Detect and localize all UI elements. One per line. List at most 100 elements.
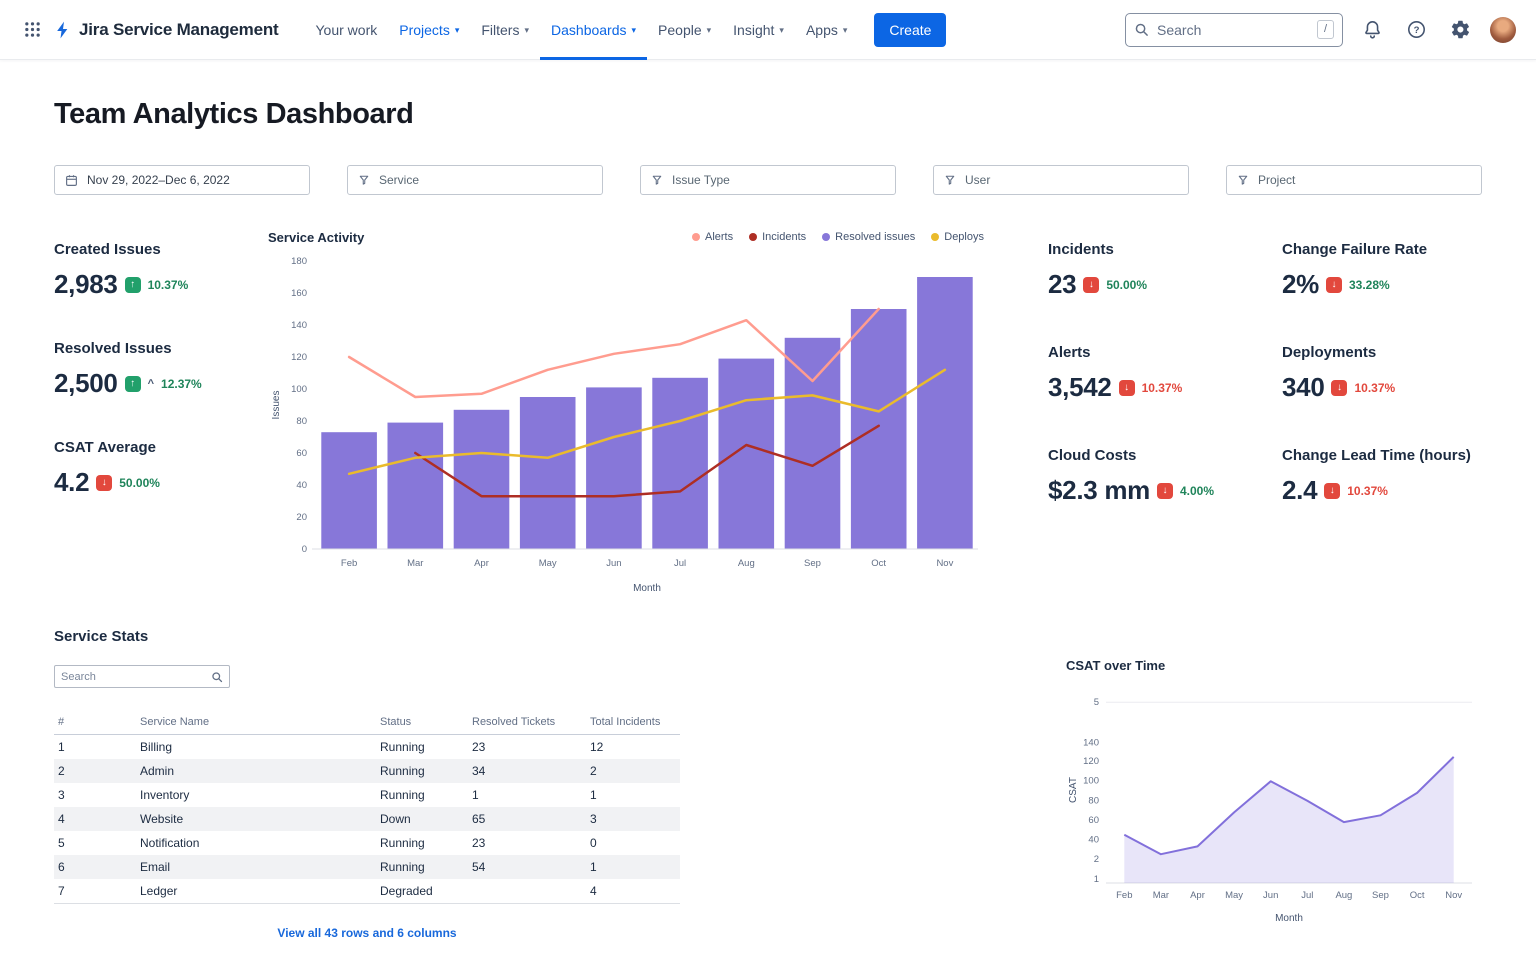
view-all-link[interactable]: View all 43 rows and 6 columns	[277, 926, 457, 940]
kpi-label: Resolved Issues	[54, 340, 172, 357]
row-number: 5	[58, 836, 65, 850]
kpi-label: Incidents	[1048, 241, 1114, 258]
primary-nav: Your work Projects ▾ Filters ▾ Dashboards ▾ Peo…	[305, 0, 859, 60]
row-number: 3	[58, 788, 65, 802]
svg-text:80: 80	[1088, 795, 1099, 806]
bell-icon	[1365, 21, 1380, 39]
kpi-label: Cloud Costs	[1048, 447, 1137, 464]
kpi-value-row: 340 ↓ 10.37%	[1282, 372, 1482, 403]
filter-project[interactable]: Project	[1226, 165, 1482, 195]
table-row: 3 Inventory Running 1 1	[54, 783, 680, 807]
kpi-label: CSAT Average	[54, 439, 156, 456]
svg-text:Nov: Nov	[936, 558, 953, 569]
kpi-value: 2,983	[54, 269, 118, 299]
filter-label: Service	[379, 173, 420, 187]
user-avatar[interactable]	[1490, 16, 1516, 43]
settings-button[interactable]	[1446, 15, 1475, 44]
service-status: Running	[380, 788, 425, 802]
nav-item-filters[interactable]: Filters ▾	[470, 0, 540, 60]
service-activity-header: Service Activity Alerts Incidents Resolved…	[268, 225, 984, 249]
app-switcher-button[interactable]	[20, 17, 45, 42]
filter-nov-29-2022-dec-6-2022[interactable]: Nov 29, 2022–Dec 6, 2022	[54, 165, 310, 195]
resolved-tickets: 1	[472, 788, 479, 802]
svg-text:May: May	[1225, 890, 1243, 901]
row-number: 7	[54, 879, 136, 904]
nav-item-your-work[interactable]: Your work	[305, 0, 389, 60]
kpi-label: Alerts	[1048, 344, 1091, 361]
filter-label: User	[965, 173, 991, 187]
trend-down-badge: ↓	[1324, 482, 1341, 499]
legend-dot	[931, 233, 940, 241]
filter-issue-type[interactable]: Issue Type	[640, 165, 896, 195]
kpi-value: 2.4	[1282, 475, 1318, 505]
svg-text:140: 140	[1083, 737, 1099, 748]
nav-item-projects[interactable]: Projects ▾	[388, 0, 470, 60]
app-switcher-grid-icon	[25, 22, 40, 37]
nav-item-label: Your work	[315, 21, 378, 38]
service-name: Notification	[140, 836, 200, 850]
svg-text:Sep: Sep	[1372, 890, 1389, 901]
nav-item-apps[interactable]: Apps ▾	[795, 0, 858, 60]
kpi-value-row: 23 ↓ 50.00%	[1048, 269, 1282, 300]
svg-text:Nov: Nov	[1445, 890, 1462, 901]
filter-label: Nov 29, 2022–Dec 6, 2022	[87, 173, 230, 187]
search-icon	[1135, 23, 1148, 36]
trend-down-badge: ↓	[1325, 276, 1342, 293]
service-status: Running	[380, 764, 425, 778]
legend-item-alerts: Alerts	[692, 231, 733, 243]
svg-text:Aug: Aug	[738, 558, 755, 569]
nav-item-insight[interactable]: Insight ▾	[722, 0, 795, 60]
notifications-button[interactable]	[1358, 15, 1387, 44]
column-header-status: Status	[376, 710, 468, 735]
nav-item-dashboards[interactable]: Dashboards ▾	[540, 0, 648, 60]
table-search-input[interactable]	[61, 670, 205, 683]
help-icon: ?	[1408, 21, 1425, 38]
service-status: Running	[380, 860, 425, 874]
filter-label: Project	[1258, 173, 1296, 187]
chevron-down-icon: ▾	[779, 24, 784, 35]
caret-up-icon: ^	[147, 377, 155, 390]
filter-service[interactable]: Service	[347, 165, 603, 195]
resolved-tickets	[468, 879, 586, 904]
kpi-delta: 10.37%	[1347, 483, 1388, 498]
filter-label: Issue Type	[672, 173, 730, 187]
filter-icon	[1238, 175, 1248, 185]
trend-down-badge: ↓	[1156, 482, 1173, 499]
search-input[interactable]	[1157, 21, 1309, 38]
dashboard-main: Team Analytics Dashboard Nov 29, 2022–De…	[0, 98, 1536, 940]
kpi-deployments: Deployments 340 ↓ 10.37%	[1282, 344, 1482, 407]
create-button[interactable]: Create	[874, 12, 947, 47]
svg-text:Jul: Jul	[674, 558, 686, 569]
help-button[interactable]: ?	[1402, 15, 1431, 44]
kpi-delta: 50.00%	[1106, 277, 1148, 292]
kpi-grid-right: Incidents 23 ↓ 50.00% Change Failure Rate 2% ↓…	[1048, 225, 1482, 608]
total-incidents: 0	[590, 836, 597, 850]
service-name: Email	[140, 860, 171, 874]
kpi-delta: 33.28%	[1348, 277, 1390, 292]
filter-user[interactable]: User	[933, 165, 1189, 195]
svg-text:Jun: Jun	[606, 558, 621, 569]
service-status: Running	[380, 836, 425, 850]
svg-text:0: 0	[302, 544, 307, 555]
dashboard-top-section: Created Issues 2,983 ↑ 10.37% Resolved Issue…	[54, 225, 1482, 608]
global-search-box: /	[1125, 12, 1343, 47]
kpi-change-lead-time-hours: Change Lead Time (hours) 2.4 ↓ 10.37%	[1282, 447, 1482, 510]
svg-text:100: 100	[1083, 776, 1099, 787]
kpi-label: Change Failure Rate	[1282, 241, 1428, 258]
jira-logo-text: Jira Service Management	[79, 19, 279, 39]
table-row: 4 Website Down 65 3	[54, 807, 680, 831]
jira-logo[interactable]: Jira Service Management	[53, 20, 279, 40]
svg-text:Month: Month	[633, 583, 661, 594]
service-name: Ledger	[136, 879, 376, 904]
column-header-service-name: Service Name	[136, 710, 376, 735]
svg-text:Sep: Sep	[804, 558, 821, 569]
chevron-down-icon: ▾	[706, 24, 712, 35]
row-number: 2	[58, 764, 65, 778]
kpi-change-failure-rate: Change Failure Rate 2% ↓ 33.28%	[1282, 241, 1482, 304]
trend-down-badge: ↓	[1083, 276, 1100, 293]
svg-text:5: 5	[1094, 697, 1099, 708]
svg-text:100: 100	[291, 384, 307, 395]
top-navigation-bar: Jira Service Management Your work Project…	[0, 0, 1536, 60]
nav-item-people[interactable]: People ▾	[647, 0, 722, 60]
row-number: 4	[58, 812, 65, 826]
